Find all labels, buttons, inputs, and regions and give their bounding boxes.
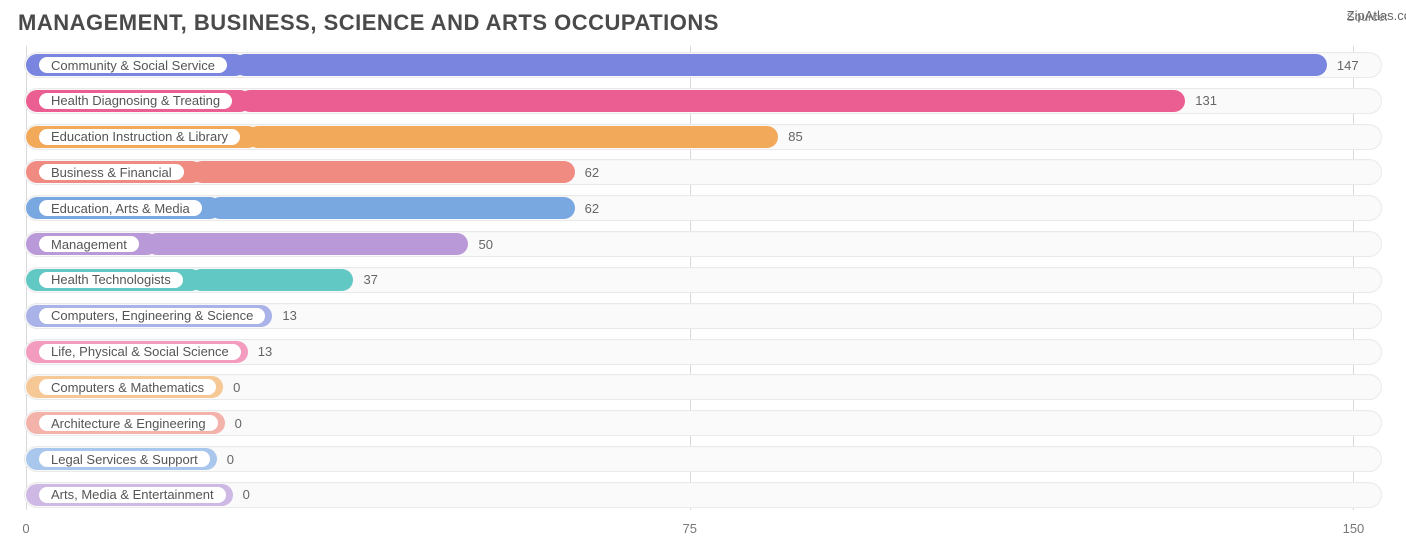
bar-track xyxy=(24,410,1382,436)
x-tick-label: 0 xyxy=(22,521,29,536)
bar-label-pill: Education Instruction & Library xyxy=(38,128,241,146)
bar-row: Arts, Media & Entertainment 0 xyxy=(14,480,1392,510)
bar-row: Architecture & Engineering 0 xyxy=(14,408,1392,438)
bar-label-pill: Computers & Mathematics xyxy=(38,378,217,396)
bar-row: Education Instruction & Library 85 xyxy=(14,122,1392,152)
bar-row: Education, Arts & Media 62 xyxy=(14,193,1392,223)
bar-row: Health Diagnosing & Treating 131 xyxy=(14,86,1392,116)
bar-value-label: 13 xyxy=(258,337,272,367)
bar-row: Computers & Mathematics 0 xyxy=(14,372,1392,402)
bar-label-pill: Health Technologists xyxy=(38,271,184,289)
chart-title: MANAGEMENT, BUSINESS, SCIENCE AND ARTS O… xyxy=(18,10,719,36)
bar-label-pill: Computers, Engineering & Science xyxy=(38,307,266,325)
bar-value-label: 0 xyxy=(235,408,242,438)
bar-row: Legal Services & Support 0 xyxy=(14,444,1392,474)
x-axis: 0 75 150 xyxy=(14,514,1392,544)
bar-fill xyxy=(247,126,778,148)
bar-row: Community & Social Service 147 xyxy=(14,50,1392,80)
bar-fill xyxy=(191,161,575,183)
chart-source: Source: ZipAtlas.com xyxy=(1347,10,1388,24)
bar-row: Management 50 xyxy=(14,229,1392,259)
bar-fill xyxy=(234,54,1327,76)
bar-label-pill: Education, Arts & Media xyxy=(38,199,203,217)
bar-row: Health Technologists 37 xyxy=(14,265,1392,295)
bar-row: Business & Financial 62 xyxy=(14,157,1392,187)
chart-bars: Community & Social Service 147 Health Diag… xyxy=(14,50,1392,510)
bar-label-pill: Management xyxy=(38,235,140,253)
bar-value-label: 13 xyxy=(282,301,296,331)
bar-row: Life, Physical & Social Science 13 xyxy=(14,337,1392,367)
x-tick-label: 150 xyxy=(1343,521,1365,536)
bar-value-label: 85 xyxy=(788,122,802,152)
chart-header: MANAGEMENT, BUSINESS, SCIENCE AND ARTS O… xyxy=(14,8,1392,46)
bar-fill xyxy=(146,233,469,255)
bar-value-label: 50 xyxy=(478,229,492,259)
bar-label-pill: Business & Financial xyxy=(38,163,185,181)
bar-value-label: 131 xyxy=(1195,86,1217,116)
bar-value-label: 0 xyxy=(233,372,240,402)
bar-label-pill: Architecture & Engineering xyxy=(38,414,219,432)
bar-label-pill: Life, Physical & Social Science xyxy=(38,343,242,361)
bar-fill xyxy=(239,90,1185,112)
bar-value-label: 0 xyxy=(227,444,234,474)
bar-fill xyxy=(190,269,354,291)
bar-label-pill: Community & Social Service xyxy=(38,56,228,74)
bar-value-label: 62 xyxy=(585,193,599,223)
bar-label-pill: Arts, Media & Entertainment xyxy=(38,486,227,504)
bar-value-label: 37 xyxy=(363,265,377,295)
bar-fill xyxy=(209,197,575,219)
bar-label-pill: Health Diagnosing & Treating xyxy=(38,92,233,110)
bar-label-pill: Legal Services & Support xyxy=(38,450,211,468)
x-tick-label: 75 xyxy=(682,521,696,536)
bar-row: Computers, Engineering & Science 13 xyxy=(14,301,1392,331)
bar-value-label: 62 xyxy=(585,157,599,187)
chart-plot: Community & Social Service 147 Health Diag… xyxy=(14,46,1392,544)
source-value: ZipAtlas.com xyxy=(1347,0,1406,30)
bar-track xyxy=(24,374,1382,400)
bar-value-label: 0 xyxy=(243,480,250,510)
chart-container: MANAGEMENT, BUSINESS, SCIENCE AND ARTS O… xyxy=(0,0,1406,558)
bar-value-label: 147 xyxy=(1337,50,1359,80)
